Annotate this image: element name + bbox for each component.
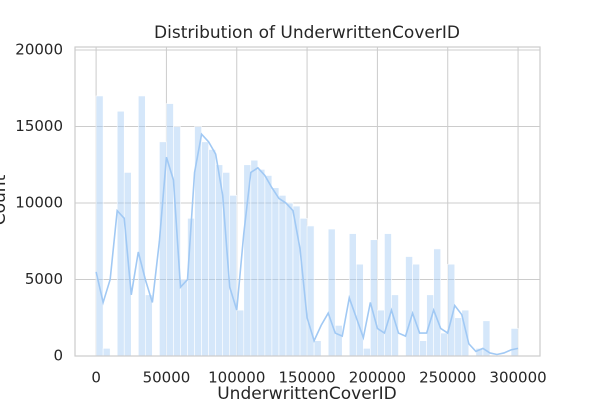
bar	[194, 126, 202, 357]
bar	[454, 317, 463, 357]
bar	[145, 294, 153, 357]
bar	[180, 279, 188, 357]
bar	[187, 218, 195, 357]
bar	[405, 256, 413, 357]
bar	[327, 228, 336, 357]
chart-title: Distribution of UnderwrittenCoverID	[154, 23, 460, 43]
x-tick-label: 300000	[489, 369, 546, 387]
y-tick-label: 20000	[15, 41, 63, 59]
bar	[370, 239, 378, 357]
bar	[257, 169, 266, 357]
y-tick-label: 5000	[25, 270, 63, 288]
bar	[356, 263, 364, 357]
bar	[201, 141, 209, 357]
y-tick-label: 0	[53, 347, 63, 365]
bar	[102, 348, 111, 357]
bar	[250, 159, 259, 357]
x-tick-label: 50000	[143, 369, 191, 387]
x-tick-label: 100000	[208, 369, 265, 387]
bar	[208, 149, 216, 357]
bar	[363, 348, 371, 357]
bar	[426, 294, 434, 357]
x-axis-label: UnderwrittenCoverID	[217, 384, 397, 400]
x-tick-label: 150000	[278, 369, 335, 387]
bar	[95, 95, 104, 357]
bar	[412, 263, 420, 357]
bar	[313, 340, 322, 357]
bar	[229, 195, 238, 357]
x-tick-label: 0	[91, 369, 101, 387]
bar	[243, 164, 252, 357]
bar	[433, 248, 441, 357]
x-tick-label: 200000	[349, 369, 406, 387]
y-axis-label: Count	[0, 174, 10, 225]
bar	[236, 309, 245, 357]
kde-line	[95, 132, 519, 356]
bar	[440, 332, 449, 357]
bar	[510, 328, 519, 357]
bar	[166, 103, 174, 357]
plot-frame	[74, 46, 541, 357]
x-tick-label: 250000	[419, 369, 476, 387]
bar	[271, 187, 280, 357]
bar	[384, 233, 392, 357]
bar	[285, 202, 294, 357]
bar	[278, 195, 287, 357]
y-tick-label: 15000	[15, 117, 63, 135]
bar	[264, 175, 273, 357]
bar	[116, 110, 125, 357]
y-tick-label: 10000	[15, 194, 63, 212]
bar	[348, 233, 357, 357]
bar	[419, 340, 427, 357]
bar	[334, 325, 343, 357]
bar	[137, 95, 146, 357]
bar	[391, 294, 399, 357]
